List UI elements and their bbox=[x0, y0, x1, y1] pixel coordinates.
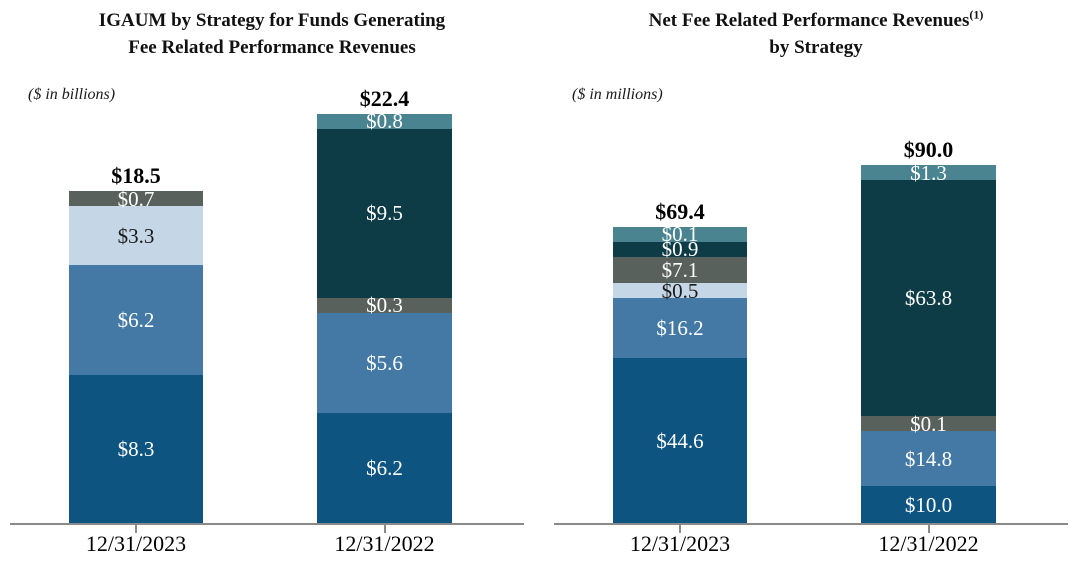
chart-title: Net Fee Related Performance Revenues(1) b… bbox=[544, 8, 1088, 61]
bar-segment-dark-blue bbox=[317, 412, 452, 523]
chart-net-fee-related-performance-revenues: Net Fee Related Performance Revenues(1) b… bbox=[544, 0, 1088, 564]
bar-segment-teal bbox=[317, 113, 452, 129]
bar-segment-value-label: $14.8 bbox=[904, 446, 953, 471]
bar-segment-gray bbox=[613, 256, 747, 284]
chart-title: IGAUM by Strategy for Funds Generating Fe… bbox=[0, 8, 544, 61]
x-axis-line bbox=[10, 523, 524, 525]
bar-segment-value-label: $1.3 bbox=[910, 160, 947, 185]
bar-total-label: $69.4 bbox=[655, 198, 705, 224]
bar-segment-medium-blue bbox=[613, 298, 747, 358]
x-axis-tick bbox=[679, 525, 681, 533]
chart-title-line2: by Strategy bbox=[769, 36, 863, 58]
bar-segment-value-label: $0.1 bbox=[661, 222, 699, 247]
chart-title-line1: IGAUM by Strategy for Funds Generating bbox=[98, 10, 446, 31]
x-axis-tick bbox=[383, 525, 386, 533]
bar-segment-value-label: $0.3 bbox=[366, 293, 403, 318]
chart-igaum-by-strategy: IGAUM by Strategy for Funds Generating Fe… bbox=[0, 8, 544, 556]
chart-title-line1: Net Fee Related Performance Revenues bbox=[648, 10, 970, 31]
bar-segment-dark-blue bbox=[861, 486, 996, 523]
bar-total-label: $22.4 bbox=[359, 85, 410, 111]
bar-segment-value-label: $10.0 bbox=[904, 492, 953, 517]
bar-segment-value-label: $0.7 bbox=[117, 186, 155, 211]
bar-total-label: $90.0 bbox=[903, 137, 954, 163]
bar-segment-gray bbox=[861, 416, 996, 432]
bar-segment-dark-teal bbox=[861, 180, 996, 417]
bar-segment-value-label: $44.6 bbox=[656, 428, 704, 453]
unit-note: ($ in billions) bbox=[28, 86, 116, 103]
bar-segment-value-label: $9.5 bbox=[366, 201, 403, 226]
plot-area: $8.3 $6.2 $3.3 $0.7 $18.5 12/31/2023 $6.2 $5.6 $… bbox=[10, 85, 524, 556]
plot-area: $44.6 $16.2 $0.5 $7.1 $0.9 $0.1 $69.4 12/31/202… bbox=[544, 0, 1088, 564]
bar-segment-value-label: $7.1 bbox=[661, 257, 699, 282]
chart-title-line2: Fee Related Performance Revenues bbox=[128, 36, 416, 58]
bar-segment-gray bbox=[317, 297, 452, 313]
bar-segment-value-label: $8.3 bbox=[117, 437, 155, 462]
bar-segment-teal bbox=[613, 226, 747, 242]
bar-segment-value-label: $0.9 bbox=[661, 237, 699, 262]
bar-segment-teal bbox=[861, 165, 996, 181]
bar-segment-dark-teal bbox=[317, 128, 452, 298]
unit-note: ($ in millions) bbox=[572, 86, 663, 103]
x-axis-tick bbox=[927, 525, 930, 533]
bar-segment-value-label: $16.2 bbox=[656, 316, 704, 341]
x-axis-line bbox=[554, 523, 1068, 525]
bar-segment-value-label: $0.1 bbox=[910, 411, 947, 436]
bar-segment-dark-teal bbox=[613, 241, 747, 257]
bar-segment-medium-blue bbox=[69, 264, 203, 376]
bar-segment-medium-blue bbox=[861, 431, 996, 486]
bar-segment-value-label: $0.8 bbox=[366, 109, 403, 134]
bar-segment-light-blue bbox=[613, 283, 747, 299]
x-axis-category-label: 12/31/2022 bbox=[878, 531, 979, 556]
bar-segment-value-label: $6.2 bbox=[117, 308, 155, 333]
bar-segment-dark-blue bbox=[69, 375, 203, 523]
bar-segment-value-label: $0.5 bbox=[661, 278, 699, 303]
bar-segment-dark-blue bbox=[613, 357, 747, 523]
bar-segment-medium-blue bbox=[317, 312, 452, 413]
x-axis-category-label: 12/31/2022 bbox=[334, 531, 435, 556]
x-axis-category-label: 12/31/2023 bbox=[85, 531, 187, 556]
bar-segment-value-label: $63.8 bbox=[904, 286, 953, 311]
x-axis-category-label: 12/31/2023 bbox=[629, 531, 731, 556]
bar-segment-value-label: $3.3 bbox=[117, 223, 155, 248]
bar-segment-value-label: $6.2 bbox=[366, 455, 403, 480]
chart-title-footnote-marker: (1) bbox=[969, 7, 984, 22]
bar-segment-value-label: $5.6 bbox=[366, 350, 403, 375]
bar-segment-gray bbox=[69, 191, 203, 207]
bar-total-label: $18.5 bbox=[111, 163, 161, 189]
bar-segment-light-blue bbox=[69, 206, 203, 265]
x-axis-tick bbox=[135, 525, 137, 533]
